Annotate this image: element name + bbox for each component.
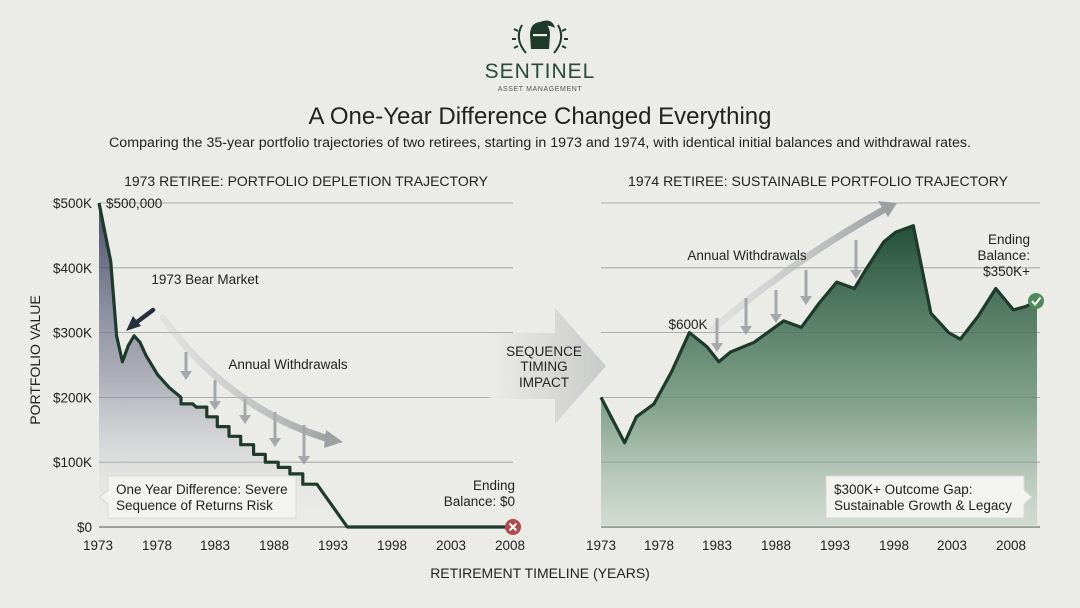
left-x-tick-label: 1993 — [318, 538, 348, 553]
left-ending-label-1: Ending — [473, 478, 515, 493]
brand-tagline: ASSET MANAGEMENT — [498, 86, 583, 93]
left-chart-depletion: 1973 RETIREE: PORTFOLIO DEPLETION TRAJEC… — [53, 173, 525, 553]
right-withdrawal-arrow — [800, 270, 812, 305]
left-withdrawal-arrow — [209, 380, 221, 410]
right-withdrawals-curve-arrowhead — [878, 201, 897, 217]
page-subtitle: Comparing the 35-year portfolio trajecto… — [109, 135, 971, 150]
right-withdrawals-label: Annual Withdrawals — [687, 248, 807, 263]
page-title: A One-Year Difference Changed Everything — [309, 103, 772, 130]
left-y-tick-label: $200K — [53, 390, 92, 405]
right-x-tick-label: 1993 — [820, 538, 850, 553]
right-x-tick-label: 1978 — [644, 538, 674, 553]
left-x-tick-label: 1988 — [259, 538, 289, 553]
sequence-arrow-line-2: TIMING — [520, 359, 567, 374]
right-ending-label-2: Balance: — [977, 248, 1030, 263]
bear-market-label: 1973 Bear Market — [151, 272, 259, 287]
brand-name: SENTINEL — [485, 60, 596, 83]
left-callout-line-1: One Year Difference: Severe — [116, 482, 288, 497]
left-area-fill — [99, 203, 509, 527]
right-withdrawals-curve-arrow — [708, 205, 889, 334]
left-x-tick-labels: 1973 1978 1983 1988 1993 1998 2003 2008 — [83, 538, 525, 553]
check-circle-icon — [1028, 293, 1044, 309]
sequence-arrow-line-1: SEQUENCE — [506, 344, 582, 359]
bear-market-annotation: 1973 Bear Market — [126, 272, 259, 331]
right-x-tick-label: 1983 — [702, 538, 732, 553]
right-series-line — [599, 224, 1038, 445]
right-x-tick-label: 1988 — [761, 538, 791, 553]
right-ending-label-3: $350K+ — [983, 264, 1030, 279]
left-chart-title: 1973 RETIREE: PORTFOLIO DEPLETION TRAJEC… — [124, 173, 489, 189]
left-withdrawals-curve-arrow — [159, 314, 336, 444]
right-withdrawal-arrow — [711, 318, 723, 352]
right-x-tick-label: 2008 — [996, 538, 1026, 553]
brand-logo: SENTINEL ASSET MANAGEMENT — [485, 20, 596, 93]
left-y-tick-label: $500K — [53, 196, 92, 211]
sequence-arrow-line-3: IMPACT — [519, 375, 569, 390]
left-x-tick-label: 2003 — [436, 538, 466, 553]
left-x-tick-label: 1983 — [200, 538, 230, 553]
left-y-tick-label: $100K — [53, 455, 92, 470]
right-x-tick-labels: 1973 1978 1983 1988 1993 1998 2003 2008 — [586, 538, 1026, 553]
left-withdrawals-label: Annual Withdrawals — [228, 357, 348, 372]
right-withdrawal-arrow — [740, 298, 752, 335]
left-x-tick-label: 1978 — [142, 538, 172, 553]
left-y-tick-label: $400K — [53, 261, 92, 276]
start-value-label: $500,000 — [106, 196, 162, 211]
label-600k: $600K — [668, 317, 707, 332]
knight-helmet-laurel-icon — [512, 20, 568, 54]
right-ending-label-1: Ending — [988, 232, 1030, 247]
left-y-tick-label: $0 — [77, 520, 92, 535]
x-circle-icon — [505, 519, 521, 535]
x-axis-title: RETIREMENT TIMELINE (YEARS) — [430, 565, 650, 581]
right-withdrawal-arrow — [850, 240, 862, 279]
left-callout-box: One Year Difference: Severe Sequence of … — [99, 475, 297, 519]
right-chart-title: 1974 RETIREE: SUSTAINABLE PORTFOLIO TRAJ… — [628, 173, 1009, 189]
left-x-tick-label: 1973 — [83, 538, 113, 553]
left-x-tick-label: 1998 — [377, 538, 407, 553]
left-y-tick-label: $300K — [53, 326, 92, 341]
right-callout-box: $300K+ Outcome Gap: Sustainable Growth &… — [825, 475, 1033, 519]
right-withdrawal-arrows — [711, 240, 862, 352]
left-withdrawals-curve-arrowhead — [324, 430, 343, 448]
right-callout-line-2: Sustainable Growth & Legacy — [834, 498, 1012, 513]
sequence-timing-arrow: SEQUENCE TIMING IMPACT — [490, 308, 606, 424]
right-x-tick-label: 2003 — [937, 538, 967, 553]
left-withdrawal-arrow — [180, 352, 192, 380]
right-withdrawal-arrow — [770, 290, 782, 323]
left-y-tick-labels: $0 $100K $200K $300K $400K $500K — [53, 196, 92, 535]
left-callout-line-2: Sequence of Returns Risk — [116, 498, 273, 513]
right-x-tick-label: 1998 — [879, 538, 909, 553]
left-x-tick-label: 2008 — [495, 538, 525, 553]
bear-market-arrowhead — [126, 316, 141, 331]
right-x-tick-label: 1973 — [586, 538, 616, 553]
right-chart-sustainable: 1974 RETIREE: SUSTAINABLE PORTFOLIO TRAJ… — [586, 173, 1044, 553]
left-ending-label-2: Balance: $0 — [444, 494, 515, 509]
y-axis-title: PORTFOLIO VALUE — [27, 295, 43, 424]
left-series-line — [97, 202, 509, 529]
right-callout-line-1: $300K+ Outcome Gap: — [834, 482, 972, 497]
